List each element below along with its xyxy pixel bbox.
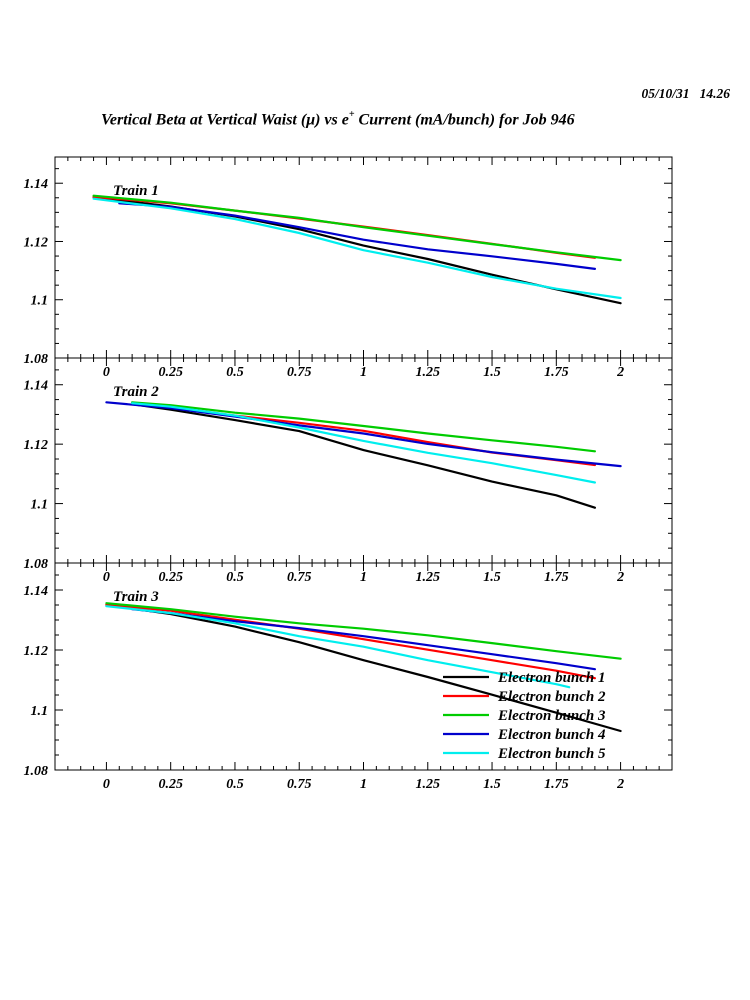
- x-tick-label: 0: [103, 777, 110, 792]
- x-tick-label: 1.75: [544, 570, 569, 585]
- y-tick-label: 1.12: [24, 438, 49, 453]
- y-tick-label: 1.12: [24, 235, 49, 250]
- legend: Electron bunch 1 Electron bunch 2 Electron…: [443, 670, 606, 762]
- x-tick-label: 0.75: [287, 777, 312, 792]
- legend-label: Electron bunch 1: [497, 670, 606, 686]
- y-tick-label: 1.12: [24, 644, 49, 659]
- series-line-bunch-4: [105, 401, 622, 468]
- chart-title-text: Vertical Beta at Vertical Waist (μ) vs e: [101, 111, 349, 129]
- series-line-bunch-3: [92, 194, 622, 262]
- y-tick-label: 1.14: [24, 379, 49, 394]
- x-tick-label: 0.25: [158, 777, 183, 792]
- panel-3: 1.08 1.1 1.12 1.14 0 0.25 0.5 0.75 1 1.25 1.5 1.75 2…: [24, 562, 673, 792]
- x-tick-label: 1.75: [544, 365, 569, 380]
- series-line-bunch-3: [131, 401, 597, 453]
- x-tick-label: 1.5: [483, 570, 501, 585]
- x-tick-label: 0.25: [158, 570, 183, 585]
- series-line-bunch-1: [105, 603, 622, 733]
- series-line-bunch-5: [131, 402, 597, 484]
- panel-2: 1.08 1.1 1.12 1.14 0 0.25 0.5 0.75 1 1.25 1.5 1.75 2…: [24, 357, 673, 585]
- y-tick-label: 1.08: [24, 352, 49, 367]
- y-tick-label: 1.1: [31, 498, 49, 513]
- x-tick-label: 1.25: [416, 570, 441, 585]
- x-tick-label: 1: [360, 570, 367, 585]
- series-line-bunch-5: [105, 605, 571, 689]
- y-tick-label: 1.1: [31, 294, 49, 309]
- x-tick-label: 0.75: [287, 365, 312, 380]
- legend-label: Electron bunch 3: [497, 708, 606, 724]
- x-tick-label: 0.25: [158, 365, 183, 380]
- y-tick-label: 1.08: [24, 764, 49, 779]
- x-tick-label: 1.5: [483, 365, 501, 380]
- series-line-bunch-2: [105, 603, 597, 680]
- chart-title: Vertical Beta at Vertical Waist (μ) vs e…: [101, 109, 575, 129]
- legend-label: Electron bunch 2: [497, 689, 606, 705]
- y-tick-label: 1.1: [31, 704, 49, 719]
- x-tick-label: 1.25: [416, 365, 441, 380]
- legend-label: Electron bunch 4: [497, 727, 606, 743]
- x-tick-label: 1: [360, 777, 367, 792]
- panel-label: Train 1: [113, 183, 159, 199]
- series-line-bunch-4: [118, 202, 597, 270]
- panel-1: 1.08 1.1 1.12 1.14 0 0.25 0.5 0.75 1 1.25 1.5 1.75 2…: [24, 156, 673, 380]
- x-tick-label: 1: [360, 365, 367, 380]
- y-tick-label: 1.08: [24, 557, 49, 572]
- x-tick-label: 2: [616, 777, 624, 792]
- x-tick-label: 0.5: [226, 570, 244, 585]
- legend-label: Electron bunch 5: [497, 746, 606, 762]
- x-tick-label: 1.5: [483, 777, 501, 792]
- x-tick-label: 0.5: [226, 365, 244, 380]
- chart-title-text-tail: Current (mA/bunch) for Job 946: [354, 111, 575, 129]
- x-tick-label: 0.75: [287, 570, 312, 585]
- x-tick-label: 0: [103, 570, 110, 585]
- chart-title-superscript: +: [348, 109, 355, 120]
- series-line-bunch-1: [131, 403, 597, 509]
- x-tick-label: 2: [616, 570, 624, 585]
- x-tick-label: 1.75: [544, 777, 569, 792]
- timestamp: 05/10/31 14.26: [641, 86, 730, 101]
- panel-label: Train 2: [113, 384, 159, 400]
- series-line-bunch-3: [105, 602, 622, 660]
- series-line-bunch-5: [92, 197, 622, 300]
- x-tick-label: 0.5: [226, 777, 244, 792]
- y-tick-label: 1.14: [24, 177, 49, 192]
- x-tick-label: 2: [616, 365, 624, 380]
- y-tick-label: 1.14: [24, 584, 49, 599]
- panel-label: Train 3: [113, 589, 159, 605]
- x-tick-label: 0: [103, 365, 110, 380]
- x-tick-label: 1.25: [416, 777, 441, 792]
